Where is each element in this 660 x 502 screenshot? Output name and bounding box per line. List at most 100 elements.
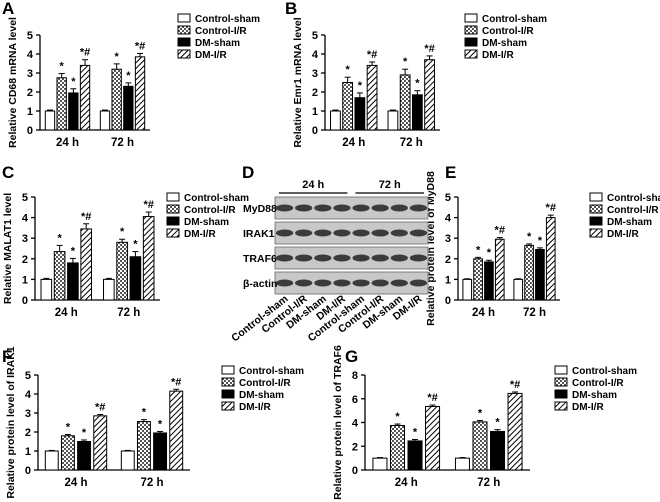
bar [103,278,115,301]
panel-label: E [445,163,456,182]
panel-label: A [2,0,14,18]
bar [535,249,545,301]
bar [424,59,435,131]
legend-swatch [554,401,568,411]
bar [129,256,142,301]
significance-label: * [415,78,420,90]
y-axis-label: Relative protein level of TRAF6 [332,345,344,500]
bar [354,97,366,131]
significance-label: *# [495,225,505,237]
x-tick-label: 24 h [55,307,78,319]
bar [53,251,66,301]
y-tick-label: 2 [312,87,318,99]
significance-label: *# [546,202,556,214]
legend-label: Control-I/R [482,26,534,37]
x-tick-label: 24 h [56,137,79,149]
blot-band [295,204,313,212]
row-label: MyD88 [243,203,277,215]
legend-swatch [464,13,478,23]
bar [494,238,505,301]
significance-label: * [133,239,138,251]
y-tick-label: 6 [352,394,358,406]
blot-band [314,254,332,262]
significance-label: * [120,226,125,238]
y-tick-label: 1 [27,106,33,118]
y-tick-label: 3 [27,68,33,80]
x-tick-label: 72 h [111,137,134,149]
blot-band [371,279,389,287]
significance-label: * [60,61,65,73]
x-tick-label: 72 h [477,477,500,489]
y-tick-label: 0 [312,125,318,137]
bar [387,110,399,131]
bar [77,441,92,471]
legend-label: DM-sham [607,217,652,228]
y-tick-label: 4 [27,49,34,61]
y-axis-label: Relative CD68 mRNA level [7,17,19,148]
legend-label: Control-I/R [239,378,291,389]
bar [372,457,388,471]
y-axis-label: Relative Emr1 mRNA level [292,17,304,147]
y-tick-label: 1 [25,446,31,458]
legend-label: Control-sham [607,193,660,204]
significance-label: * [66,421,71,433]
bar [407,440,423,471]
blot-band [409,279,428,287]
legend-label: DM-I/R [607,229,639,240]
significance-label: *# [367,49,377,61]
bar [56,77,67,131]
blot-band [314,229,332,237]
y-tick-label: 4 [312,49,319,61]
legend-label: DM-sham [482,38,527,49]
blot-band [295,279,313,287]
blot-band [409,229,428,237]
legend-label: Control-sham [184,193,249,204]
y-tick-label: 4 [352,418,359,430]
x-tick-label: 72 h [523,307,546,319]
blot-band [371,254,389,262]
bar [142,216,155,301]
group-label: 72 h [379,179,401,191]
significance-label: * [158,418,163,430]
legend-label: DM-I/R [239,402,271,413]
x-tick-label: 24 h [342,137,365,149]
significance-label: *# [81,211,91,223]
y-tick-label: 0 [352,465,358,477]
y-tick-label: 0 [25,465,31,477]
y-tick-label: 3 [445,233,451,245]
y-tick-label: 2 [27,87,33,99]
y-tick-label: 3 [25,408,31,420]
bar [425,405,441,471]
y-axis-label: Relative MALAT1 level [2,193,14,304]
legend-swatch [221,389,235,399]
significance-label: * [478,407,483,419]
bar [123,85,134,131]
blot-band [275,204,294,212]
blot-band [390,279,408,287]
legend-swatch [177,37,191,47]
blot-band [352,254,370,262]
bar [60,435,75,471]
legend-label: DM-I/R [195,50,227,61]
bar [366,64,378,131]
y-tick-label: 2 [445,254,451,266]
bar [80,228,92,301]
significance-label: * [82,427,87,439]
blot-band [371,204,389,212]
significance-label: *# [510,379,520,391]
significance-label: * [527,231,532,243]
legend-label: Control-sham [572,366,637,377]
legend-swatch [554,365,568,375]
legend-swatch [177,13,191,23]
legend-swatch [589,204,603,214]
blot-band [409,204,428,212]
significance-label: * [403,56,408,68]
panel-label: C [2,163,14,182]
legend-label: Control-I/R [184,205,236,216]
significance-label: *# [135,40,145,52]
bar [490,430,506,471]
significance-label: * [142,407,147,419]
y-tick-label: 1 [22,274,28,286]
blot-band [352,229,370,237]
